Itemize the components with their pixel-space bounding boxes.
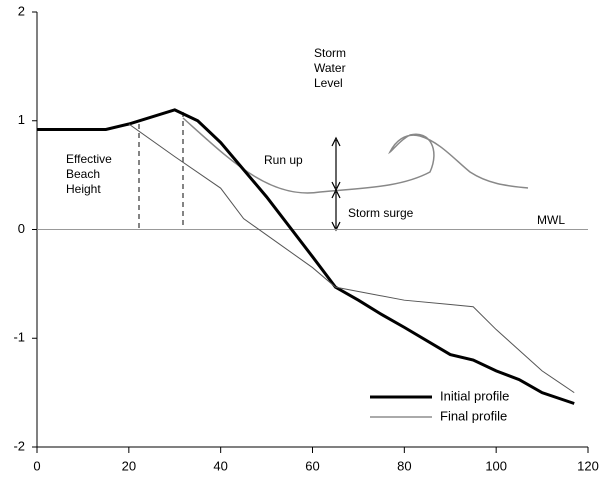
x-tick-label: 40 [213, 458, 227, 473]
profile-line [128, 123, 575, 394]
x-tick-label: 100 [485, 458, 507, 473]
x-tick-label: 0 [33, 458, 40, 473]
y-tick-label: -2 [13, 438, 25, 453]
legend-label: Final profile [440, 408, 507, 423]
annotation: Storm surge [348, 206, 414, 220]
y-tick-label: -1 [13, 330, 25, 345]
height-arrows [138, 112, 184, 230]
annotation: Storm Water Level [314, 46, 347, 90]
x-tick-label: 60 [305, 458, 319, 473]
annotation: MWL [537, 213, 565, 227]
y-tick-label: 2 [18, 3, 25, 18]
y-tick-label: 0 [18, 221, 25, 236]
dimension-arrows [331, 136, 341, 232]
y-tick-label: 1 [18, 112, 25, 127]
annotation: Effective Beach Height [66, 152, 112, 196]
legend-label: Initial profile [440, 388, 509, 403]
x-tick-label: 80 [397, 458, 411, 473]
water-surface [182, 117, 529, 194]
profile-line [37, 108, 575, 405]
x-tick-label: 120 [577, 458, 599, 473]
x-tick-label: 20 [122, 458, 136, 473]
annotation: Run up [264, 153, 303, 167]
